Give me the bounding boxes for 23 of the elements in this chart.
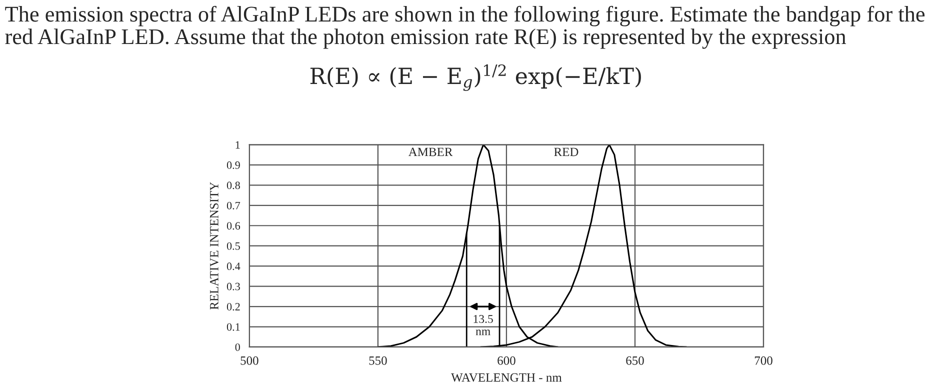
y-tick-label: 0.2 xyxy=(226,303,240,311)
y-tick-label: 0.7 xyxy=(226,202,240,210)
y-tick-label: 0.6 xyxy=(226,222,240,230)
x-tick-label: 550 xyxy=(369,356,387,365)
y-tick-label: 0.9 xyxy=(226,161,240,169)
x-tick-label: 600 xyxy=(498,356,516,365)
y-tick-label: 0.1 xyxy=(226,323,240,331)
y-tick-label: 1 xyxy=(236,141,240,149)
x-tick-label: 700 xyxy=(754,356,772,365)
chart-title: The emission spectra of AlGaInP LEDs are shown in the following figure. Estimate the bandgap for the red AlGaInP LED. Assume that the photon emission rate R(E) is represented by the expression xyxy=(5,6,925,49)
y-axis-title: RELATIVE INTENSITY xyxy=(210,182,218,310)
annotation: 13.5 nm xyxy=(474,315,493,336)
y-tick-label: 0.4 xyxy=(226,262,240,270)
text: R(E) ∝ (E − E$_{g}$)$^{1/2}$ exp(−E/kT) xyxy=(310,64,641,91)
x-tick-label: 500 xyxy=(240,356,258,365)
x-axis-title: WAVELENGTH - nm xyxy=(451,373,562,382)
text: AMBER xyxy=(408,148,453,156)
y-tick-label: 0.8 xyxy=(226,182,240,190)
y-tick-label: 0.5 xyxy=(226,242,240,250)
y-tick-label: 0 xyxy=(235,343,240,351)
y-tick-label: 0.3 xyxy=(226,282,240,290)
x-tick-label: 650 xyxy=(626,356,644,365)
text: RED xyxy=(554,148,578,156)
